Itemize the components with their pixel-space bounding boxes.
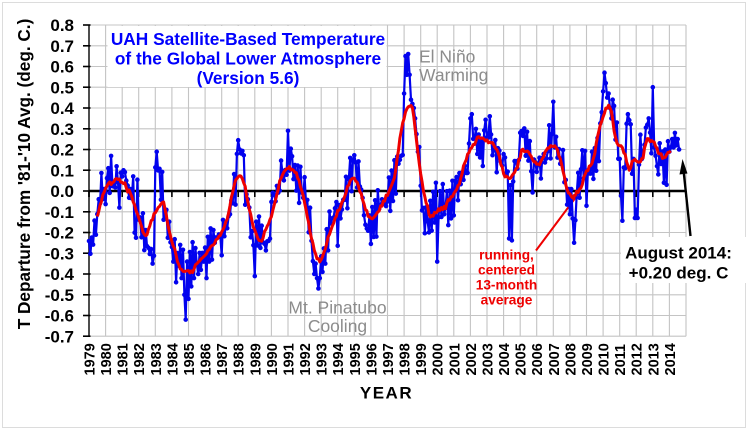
svg-text:El Niño: El Niño xyxy=(419,46,475,66)
svg-text:+0.20 deg. C: +0.20 deg. C xyxy=(629,264,729,283)
svg-text:1995: 1995 xyxy=(348,343,364,375)
svg-text:-0.6: -0.6 xyxy=(45,307,74,326)
svg-text:2011: 2011 xyxy=(613,344,629,375)
svg-text:1979: 1979 xyxy=(83,343,99,375)
svg-text:-0.3: -0.3 xyxy=(45,244,74,263)
svg-text:1980: 1980 xyxy=(99,343,115,375)
svg-text:2008: 2008 xyxy=(563,343,579,375)
svg-text:2009: 2009 xyxy=(580,343,596,375)
svg-text:1997: 1997 xyxy=(381,343,397,375)
svg-text:of the Global Lower Atmosphere: of the Global Lower Atmosphere xyxy=(115,49,382,69)
svg-text:2002: 2002 xyxy=(464,343,480,375)
svg-text:1999: 1999 xyxy=(414,343,430,375)
svg-text:centered: centered xyxy=(478,263,535,278)
svg-text:1986: 1986 xyxy=(199,343,215,375)
svg-text:0.6: 0.6 xyxy=(50,58,74,77)
svg-text:-0.4: -0.4 xyxy=(45,265,75,284)
svg-text:Cooling: Cooling xyxy=(308,316,367,336)
svg-text:1985: 1985 xyxy=(182,343,198,375)
svg-text:Mt. Pinatubo: Mt. Pinatubo xyxy=(288,297,386,317)
svg-text:1994: 1994 xyxy=(331,343,347,375)
svg-text:1992: 1992 xyxy=(298,343,314,375)
svg-text:0.8: 0.8 xyxy=(50,16,74,35)
svg-text:13-month: 13-month xyxy=(476,278,538,293)
svg-text:August 2014:: August 2014: xyxy=(625,244,732,263)
svg-text:0.4: 0.4 xyxy=(50,99,74,118)
svg-text:2000: 2000 xyxy=(431,343,447,375)
svg-text:average: average xyxy=(481,293,533,308)
svg-text:(Version 5.6): (Version 5.6) xyxy=(197,68,300,88)
svg-text:Warming: Warming xyxy=(419,65,488,85)
svg-text:0.5: 0.5 xyxy=(50,78,74,97)
svg-text:1984: 1984 xyxy=(165,343,181,375)
svg-text:2012: 2012 xyxy=(630,343,646,375)
svg-text:1998: 1998 xyxy=(398,343,414,375)
svg-text:UAH Satellite-Based Temperatur: UAH Satellite-Based Temperature xyxy=(111,29,386,49)
svg-text:2010: 2010 xyxy=(597,343,613,375)
svg-text:2014: 2014 xyxy=(663,343,679,375)
svg-text:0.3: 0.3 xyxy=(50,120,74,139)
svg-text:2013: 2013 xyxy=(646,343,662,375)
svg-text:0.7: 0.7 xyxy=(50,37,74,56)
svg-text:YEAR: YEAR xyxy=(360,383,413,402)
svg-text:0.1: 0.1 xyxy=(50,161,74,180)
svg-text:0.0: 0.0 xyxy=(50,182,74,201)
svg-text:2005: 2005 xyxy=(514,343,530,375)
svg-text:2004: 2004 xyxy=(497,343,513,375)
svg-text:2001: 2001 xyxy=(447,343,463,375)
svg-text:1981: 1981 xyxy=(116,343,132,375)
svg-text:running,: running, xyxy=(479,248,534,263)
svg-text:0.2: 0.2 xyxy=(50,141,74,160)
svg-text:-0.7: -0.7 xyxy=(45,327,74,346)
svg-text:1987: 1987 xyxy=(215,343,231,375)
svg-text:2007: 2007 xyxy=(547,343,563,375)
svg-text:-0.1: -0.1 xyxy=(45,203,74,222)
svg-text:1996: 1996 xyxy=(364,343,380,375)
svg-text:1991: 1991 xyxy=(282,343,298,375)
svg-text:1983: 1983 xyxy=(149,343,165,375)
svg-text:2003: 2003 xyxy=(481,343,497,375)
svg-text:1982: 1982 xyxy=(132,343,148,375)
svg-text:1989: 1989 xyxy=(248,343,264,375)
svg-text:-0.2: -0.2 xyxy=(45,224,74,243)
svg-text:-0.5: -0.5 xyxy=(45,286,74,305)
svg-text:1988: 1988 xyxy=(232,343,248,375)
svg-text:1990: 1990 xyxy=(265,343,281,375)
svg-text:2006: 2006 xyxy=(530,343,546,375)
svg-text:T Departure from '81-'10 Avg.: T Departure from '81-'10 Avg. (deg. C.) xyxy=(14,19,34,330)
svg-text:1993: 1993 xyxy=(315,343,331,375)
